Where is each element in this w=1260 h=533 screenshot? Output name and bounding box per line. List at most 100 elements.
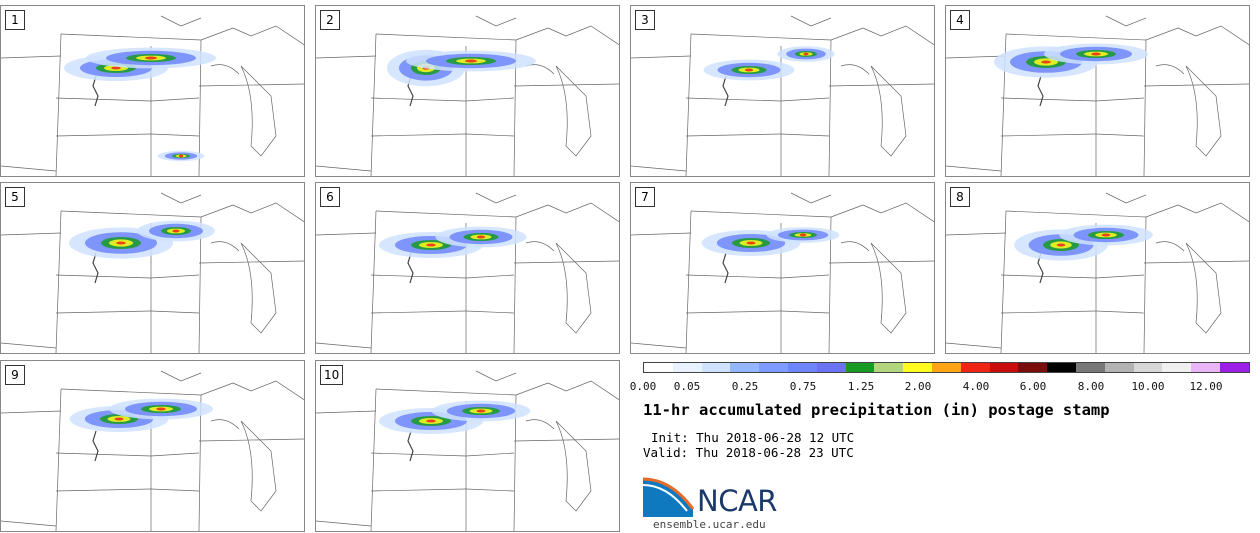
state-border [862,25,934,46]
state-border [1143,260,1249,264]
precip-blob [1091,52,1101,56]
state-border [370,488,467,492]
state-border [1000,97,1145,102]
state-border [55,488,152,492]
state-border [160,15,202,27]
colorbar-bin [874,363,904,372]
state-border [198,216,202,353]
state-border [198,83,304,87]
state-border [690,204,864,218]
map-basemap [316,370,619,531]
state-border [475,15,517,27]
colorbar-bin [960,363,990,372]
river [1037,75,1044,107]
river [92,75,99,107]
colorbar-tick-label: 12.00 [1189,380,1223,393]
colorbar-tick-label: 0.75 [789,380,817,393]
precip-blob [111,66,121,70]
state-border [55,97,200,102]
state-border [1105,15,1147,27]
state-border [465,310,515,314]
map-panel-9: 9 [0,360,305,532]
state-border [370,274,515,279]
colorbar-bin [816,363,846,372]
state-border [1,410,62,414]
state-border [862,202,934,223]
map-panel-6: 6 [315,182,620,354]
colorbar-tick-label: 0.00 [629,380,657,393]
map-basemap [1,15,304,176]
site-url: ensemble.ucar.edu [653,518,766,531]
colorbar-tick-label: 8.00 [1077,380,1105,393]
state-border [60,27,234,41]
map-basemap [631,192,934,353]
state-border [1000,210,1007,353]
state-border [513,83,619,87]
state-border [198,260,304,264]
state-border [370,388,377,531]
init-time: Init: Thu 2018-06-28 12 UTC [651,430,855,445]
colorbar-tick-label: 1.25 [847,380,875,393]
state-border [946,342,1002,349]
river [407,252,414,284]
state-border [210,241,240,252]
colorbar-bin [1162,363,1192,372]
state-border [316,165,372,172]
state-border [370,310,467,314]
state-border [55,452,200,457]
state-border [525,64,555,75]
colorbar-bin [931,363,961,372]
state-border [1000,274,1145,279]
map-panel-3: 3 [630,5,935,177]
state-border [1185,242,1222,334]
state-border [631,55,692,59]
state-border [232,25,304,46]
state-border [631,165,687,172]
map-panel-5: 5 [0,182,305,354]
state-border [150,133,200,137]
state-border [240,65,277,157]
state-border [240,420,277,512]
state-border [316,232,377,236]
state-border [828,39,832,176]
state-border [375,27,549,41]
colorbar-bin [1104,363,1134,372]
colorbar-bin [672,363,702,372]
precip-blob [1041,60,1051,64]
precip-blob [476,409,486,413]
ncar-logo-icon [643,477,695,517]
precip-blob [803,52,809,56]
state-border [1005,204,1179,218]
colorbar-bin [845,363,875,372]
map-panel-8: 8 [945,182,1250,354]
state-border [1185,65,1222,157]
state-border [513,438,619,442]
member-number: 1 [5,10,25,30]
member-number: 5 [5,187,25,207]
state-border [1155,64,1185,75]
colorbar-bin [759,363,788,372]
precip-blob [145,56,157,60]
state-border [685,210,692,353]
colorbar-bin [730,363,760,372]
state-border [475,192,517,204]
state-border [60,204,234,218]
state-border [198,394,202,531]
state-border [790,15,832,27]
colorbar-tick-labels: 0.00 0.05 0.25 0.75 1.25 2.00 4.00 6.00 8.00 10.0… [630,380,1250,394]
state-border [547,380,619,401]
precip-blob [744,68,754,72]
state-border [870,242,907,334]
state-border [1155,241,1185,252]
state-border [685,33,692,176]
state-border [1095,310,1145,314]
state-border [1,232,62,236]
precip-blob [1056,243,1066,247]
map-panel-2: 2 [315,5,620,177]
precip-blob [426,243,436,247]
state-border [475,370,517,382]
precip-blob [799,233,807,237]
map-basemap [316,192,619,353]
river [722,252,729,284]
state-border [1143,83,1249,87]
